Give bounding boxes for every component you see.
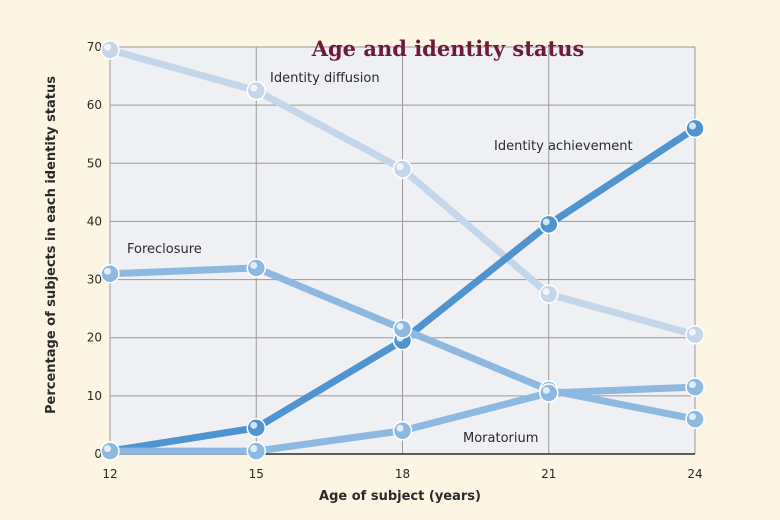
y-axis-title: Percentage of subjects in each identity … [44, 76, 59, 414]
data-point-moratorium [539, 383, 559, 403]
data-point-identity-diffusion [392, 159, 413, 179]
y-tick-label: 30 [87, 273, 102, 287]
y-tick-label: 0 [94, 447, 102, 461]
series-label-identity-diffusion: Identity diffusion [270, 71, 380, 86]
data-point-highlight [542, 218, 550, 226]
data-point-foreclosure [685, 409, 705, 429]
data-point-highlight [250, 445, 258, 453]
data-point-marker [392, 159, 413, 179]
data-point-highlight [689, 381, 696, 389]
data-point-highlight [396, 163, 404, 171]
x-tick-label: 18 [395, 467, 410, 481]
data-point-highlight [104, 267, 111, 275]
data-point-marker [392, 420, 413, 441]
data-point-identity-diffusion [246, 80, 266, 101]
data-point-marker [246, 418, 266, 438]
data-point-highlight [104, 43, 111, 51]
data-point-identity-diffusion [100, 40, 120, 60]
y-tick-label: 20 [87, 331, 102, 345]
data-point-marker [246, 441, 266, 461]
x-tick-label: 24 [687, 467, 702, 481]
y-tick-label: 50 [87, 156, 102, 170]
data-point-identity-diffusion [539, 284, 559, 304]
data-point-moratorium [100, 441, 120, 461]
data-point-identity-diffusion [685, 325, 705, 345]
data-point-foreclosure [392, 319, 413, 339]
data-point-marker [685, 409, 705, 429]
series-label-moratorium: Moratorium [463, 431, 538, 446]
data-point-marker [392, 319, 413, 339]
data-point-foreclosure [100, 264, 120, 284]
x-tick-label: 21 [541, 467, 556, 481]
data-point-highlight [250, 84, 258, 92]
data-point-moratorium [392, 420, 413, 441]
data-point-marker [685, 325, 705, 345]
data-point-highlight [689, 328, 696, 336]
data-point-marker [100, 441, 120, 461]
data-point-marker [246, 80, 266, 101]
data-point-identity-achievement [685, 118, 705, 139]
y-tick-label: 70 [87, 40, 102, 54]
data-point-highlight [689, 413, 696, 421]
x-tick-label: 12 [102, 467, 117, 481]
series-layer [100, 40, 705, 461]
series-label-identity-achievement: Identity achievement [494, 139, 633, 154]
data-point-highlight [396, 424, 404, 432]
x-axis-title: Age of subject (years) [319, 489, 481, 504]
data-point-highlight [396, 322, 404, 330]
data-point-marker [246, 258, 266, 278]
data-point-identity-achievement [246, 418, 266, 438]
data-point-highlight [542, 288, 550, 296]
data-point-marker [100, 264, 120, 284]
data-point-moratorium [246, 441, 266, 461]
data-point-marker [539, 214, 559, 235]
data-point-foreclosure [246, 258, 266, 278]
x-tick-label: 15 [249, 467, 264, 481]
x-tick-labels: 12 15 18 21 24 [102, 467, 702, 481]
y-tick-label: 60 [87, 98, 102, 112]
data-point-highlight [250, 261, 258, 269]
data-point-marker [685, 118, 705, 139]
data-point-marker [539, 284, 559, 304]
data-point-highlight [689, 122, 696, 130]
data-point-identity-achievement [539, 214, 559, 235]
data-point-moratorium [685, 377, 705, 397]
data-point-marker [100, 40, 120, 60]
chart-title: Age and identity status [311, 36, 585, 61]
series-label-foreclosure: Foreclosure [127, 242, 202, 257]
data-point-marker [685, 377, 705, 397]
data-point-marker [539, 383, 559, 403]
y-tick-label: 10 [87, 389, 102, 403]
y-tick-label: 40 [87, 214, 102, 228]
data-point-highlight [104, 445, 111, 453]
y-tick-labels: 0 10 20 30 40 50 60 70 [87, 40, 102, 461]
data-point-highlight [250, 421, 258, 429]
data-point-highlight [542, 386, 550, 394]
